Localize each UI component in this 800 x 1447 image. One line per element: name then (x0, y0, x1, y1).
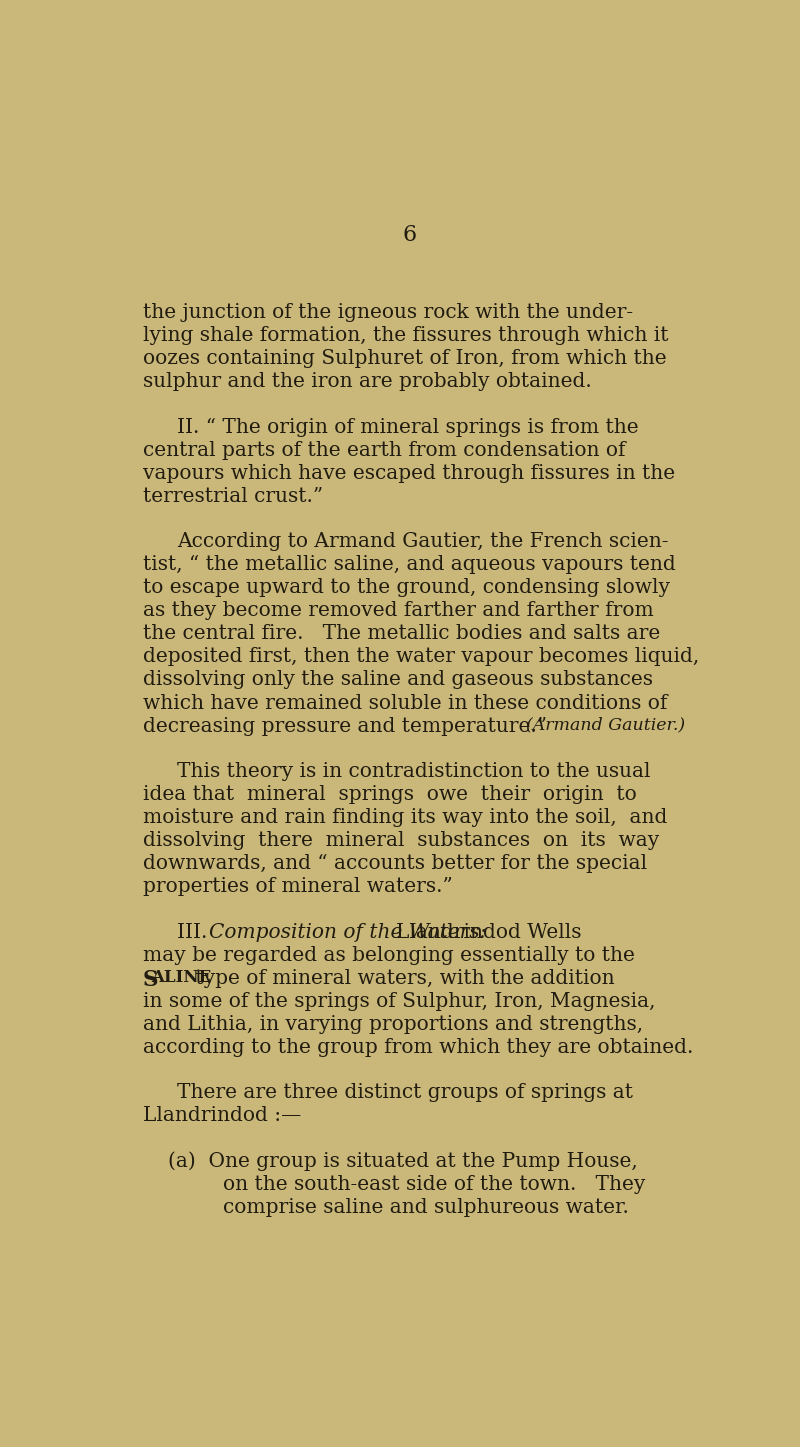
Text: dissolving  there  mineral  substances  on  its  way: dissolving there mineral substances on i… (142, 831, 659, 851)
Text: deposited first, then the water vapour becomes liquid,: deposited first, then the water vapour b… (142, 647, 699, 667)
Text: type of mineral waters, with the addition: type of mineral waters, with the additio… (189, 968, 614, 988)
Text: on the south-east side of the town.   They: on the south-east side of the town. They (223, 1175, 646, 1194)
Text: which have remained soluble in these conditions of: which have remained soluble in these con… (142, 693, 667, 712)
Text: Composition of the Waters:: Composition of the Waters: (209, 923, 493, 942)
Text: the junction of the igneous rock with the under-: the junction of the igneous rock with th… (142, 302, 633, 323)
Text: II. “ The origin of mineral springs is from the: II. “ The origin of mineral springs is f… (177, 418, 638, 437)
Text: This theory is in contradistinction to the usual: This theory is in contradistinction to t… (177, 763, 650, 781)
Text: the central fire.   The metallic bodies and salts are: the central fire. The metallic bodies an… (142, 624, 660, 644)
Text: (a)  One group is situated at the Pump House,: (a) One group is situated at the Pump Ho… (167, 1152, 638, 1171)
Text: (Armand Gautier.): (Armand Gautier.) (526, 716, 685, 734)
Text: oozes containing Sulphuret of Iron, from which the: oozes containing Sulphuret of Iron, from… (142, 349, 666, 368)
Text: Llandrindod :—: Llandrindod :— (142, 1107, 301, 1126)
Text: There are three distinct groups of springs at: There are three distinct groups of sprin… (177, 1084, 633, 1103)
Text: 6: 6 (403, 224, 417, 246)
Text: according to the group from which they are obtained.: according to the group from which they a… (142, 1037, 693, 1056)
Text: tist, “ the metallic saline, and aqueous vapours tend: tist, “ the metallic saline, and aqueous… (142, 556, 675, 574)
Text: III.: III. (177, 923, 220, 942)
Text: idea that  mineral  springs  owe  their  origin  to: idea that mineral springs owe their orig… (142, 786, 637, 805)
Text: in some of the springs of Sulphur, Iron, Magnesia,: in some of the springs of Sulphur, Iron,… (142, 991, 655, 1011)
Text: lying shale formation, the fissures through which it: lying shale formation, the fissures thro… (142, 326, 668, 344)
Text: ALINE: ALINE (151, 968, 212, 985)
Text: terrestrial crust.”: terrestrial crust.” (142, 486, 323, 506)
Text: to escape upward to the ground, condensing slowly: to escape upward to the ground, condensi… (142, 579, 670, 598)
Text: sulphur and the iron are probably obtained.: sulphur and the iron are probably obtain… (142, 372, 591, 391)
Text: dissolving only the saline and gaseous substances: dissolving only the saline and gaseous s… (142, 670, 653, 689)
Text: S: S (142, 968, 158, 991)
Text: may be regarded as belonging essentially to the: may be regarded as belonging essentially… (142, 946, 634, 965)
Text: as they become removed farther and farther from: as they become removed farther and farth… (142, 602, 654, 621)
Text: vapours which have escaped through fissures in the: vapours which have escaped through fissu… (142, 463, 675, 483)
Text: central parts of the earth from condensation of: central parts of the earth from condensa… (142, 440, 626, 460)
Text: According to Armand Gautier, the French scien-: According to Armand Gautier, the French … (177, 532, 668, 551)
Text: properties of mineral waters.”: properties of mineral waters.” (142, 877, 453, 896)
Text: downwards, and “ accounts better for the special: downwards, and “ accounts better for the… (142, 854, 647, 874)
Text: decreasing pressure and temperature.”: decreasing pressure and temperature.” (142, 716, 550, 735)
Text: comprise saline and sulphureous water.: comprise saline and sulphureous water. (223, 1198, 630, 1217)
Text: moisture and rain finding its way into the soil,  and: moisture and rain finding its way into t… (142, 807, 667, 828)
Text: and Lithia, in varying proportions and strengths,: and Lithia, in varying proportions and s… (142, 1014, 643, 1033)
Text: Llandrindod Wells: Llandrindod Wells (396, 923, 582, 942)
